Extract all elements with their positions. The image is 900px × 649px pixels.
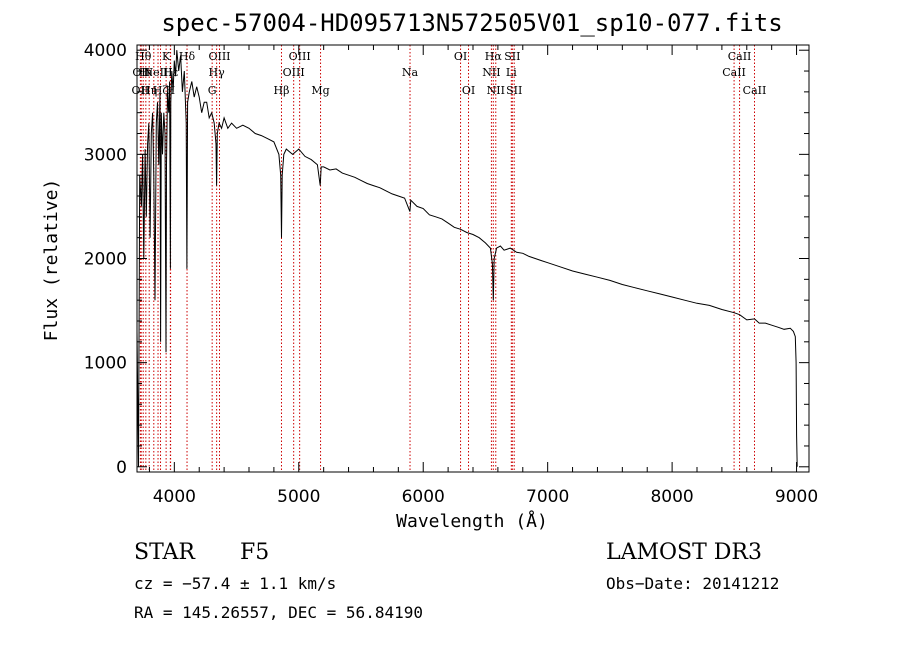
coordinates: RA = 145.26557, DEC = 56.84190 bbox=[134, 603, 423, 622]
line-label: Li bbox=[506, 66, 517, 79]
line-label: OI bbox=[462, 84, 475, 97]
plot-frame bbox=[136, 44, 810, 473]
line-label: H bbox=[166, 84, 176, 97]
line-markers bbox=[139, 45, 755, 472]
chart-title: spec-57004-HD095713N572505V01_sp10-077.f… bbox=[161, 9, 782, 37]
y-tick-label: 2000 bbox=[84, 250, 127, 270]
line-label: OIII bbox=[208, 50, 230, 63]
line-label: CaII bbox=[728, 50, 752, 63]
x-axis: 4000 5000 6000 7000 8000 9000 bbox=[148, 45, 818, 507]
line-label: OIII bbox=[289, 50, 311, 63]
line-label: Hζ bbox=[153, 84, 169, 97]
line-label: Na bbox=[402, 66, 419, 79]
line-label: SII bbox=[504, 50, 520, 63]
line-label: CaII bbox=[722, 66, 746, 79]
y-tick-label: 3000 bbox=[84, 145, 127, 165]
survey-name: LAMOST DR3 bbox=[606, 540, 762, 565]
y-tick-label: 4000 bbox=[84, 41, 127, 61]
line-label: NII bbox=[487, 84, 505, 97]
line-label: Hγ bbox=[209, 66, 226, 79]
line-label: Mg bbox=[311, 84, 329, 97]
object-subclass: F5 bbox=[240, 540, 269, 565]
x-tick-label: 5000 bbox=[277, 487, 320, 507]
line-label: NeIII bbox=[143, 66, 172, 79]
line-label: Hβ bbox=[274, 84, 290, 97]
line-label: OII bbox=[132, 84, 150, 97]
x-tick-label: 7000 bbox=[526, 487, 569, 507]
x-tick-label: 8000 bbox=[650, 487, 693, 507]
spectrum-line bbox=[136, 50, 798, 467]
line-label: K bbox=[162, 50, 171, 63]
line-label: Hδ bbox=[179, 50, 196, 63]
line-labels: OIIOIIHθHιHηNeIIIHζKHHεHδGHγOIIIHβOIIIOI… bbox=[132, 50, 767, 97]
x-axis-label: Wavelength (Å) bbox=[396, 510, 548, 532]
line-label: OI bbox=[454, 50, 467, 63]
y-axis: 0 1000 2000 3000 4000 bbox=[84, 41, 809, 478]
line-label: Hθ bbox=[135, 50, 152, 63]
line-label: G bbox=[208, 84, 217, 97]
line-label: Hη bbox=[141, 84, 157, 97]
redshift-cz: cz = −57.4 ± 1.1 km/s bbox=[134, 574, 336, 593]
x-tick-label: 4000 bbox=[153, 487, 196, 507]
obs-date: Obs−Date: 20141212 bbox=[606, 574, 779, 593]
object-class: STAR bbox=[134, 540, 196, 565]
line-label: Hι bbox=[139, 66, 153, 79]
line-label: NII bbox=[482, 66, 500, 79]
x-tick-label: 6000 bbox=[402, 487, 445, 507]
y-tick-label: 0 bbox=[116, 458, 127, 478]
y-axis-label: Flux (relative) bbox=[41, 179, 62, 342]
line-label: CaII bbox=[743, 84, 767, 97]
x-tick-label: 9000 bbox=[775, 487, 818, 507]
line-label: SII bbox=[506, 84, 522, 97]
line-label: OIII bbox=[283, 66, 305, 79]
line-label: Hα bbox=[485, 50, 503, 63]
y-tick-label: 1000 bbox=[84, 354, 127, 374]
